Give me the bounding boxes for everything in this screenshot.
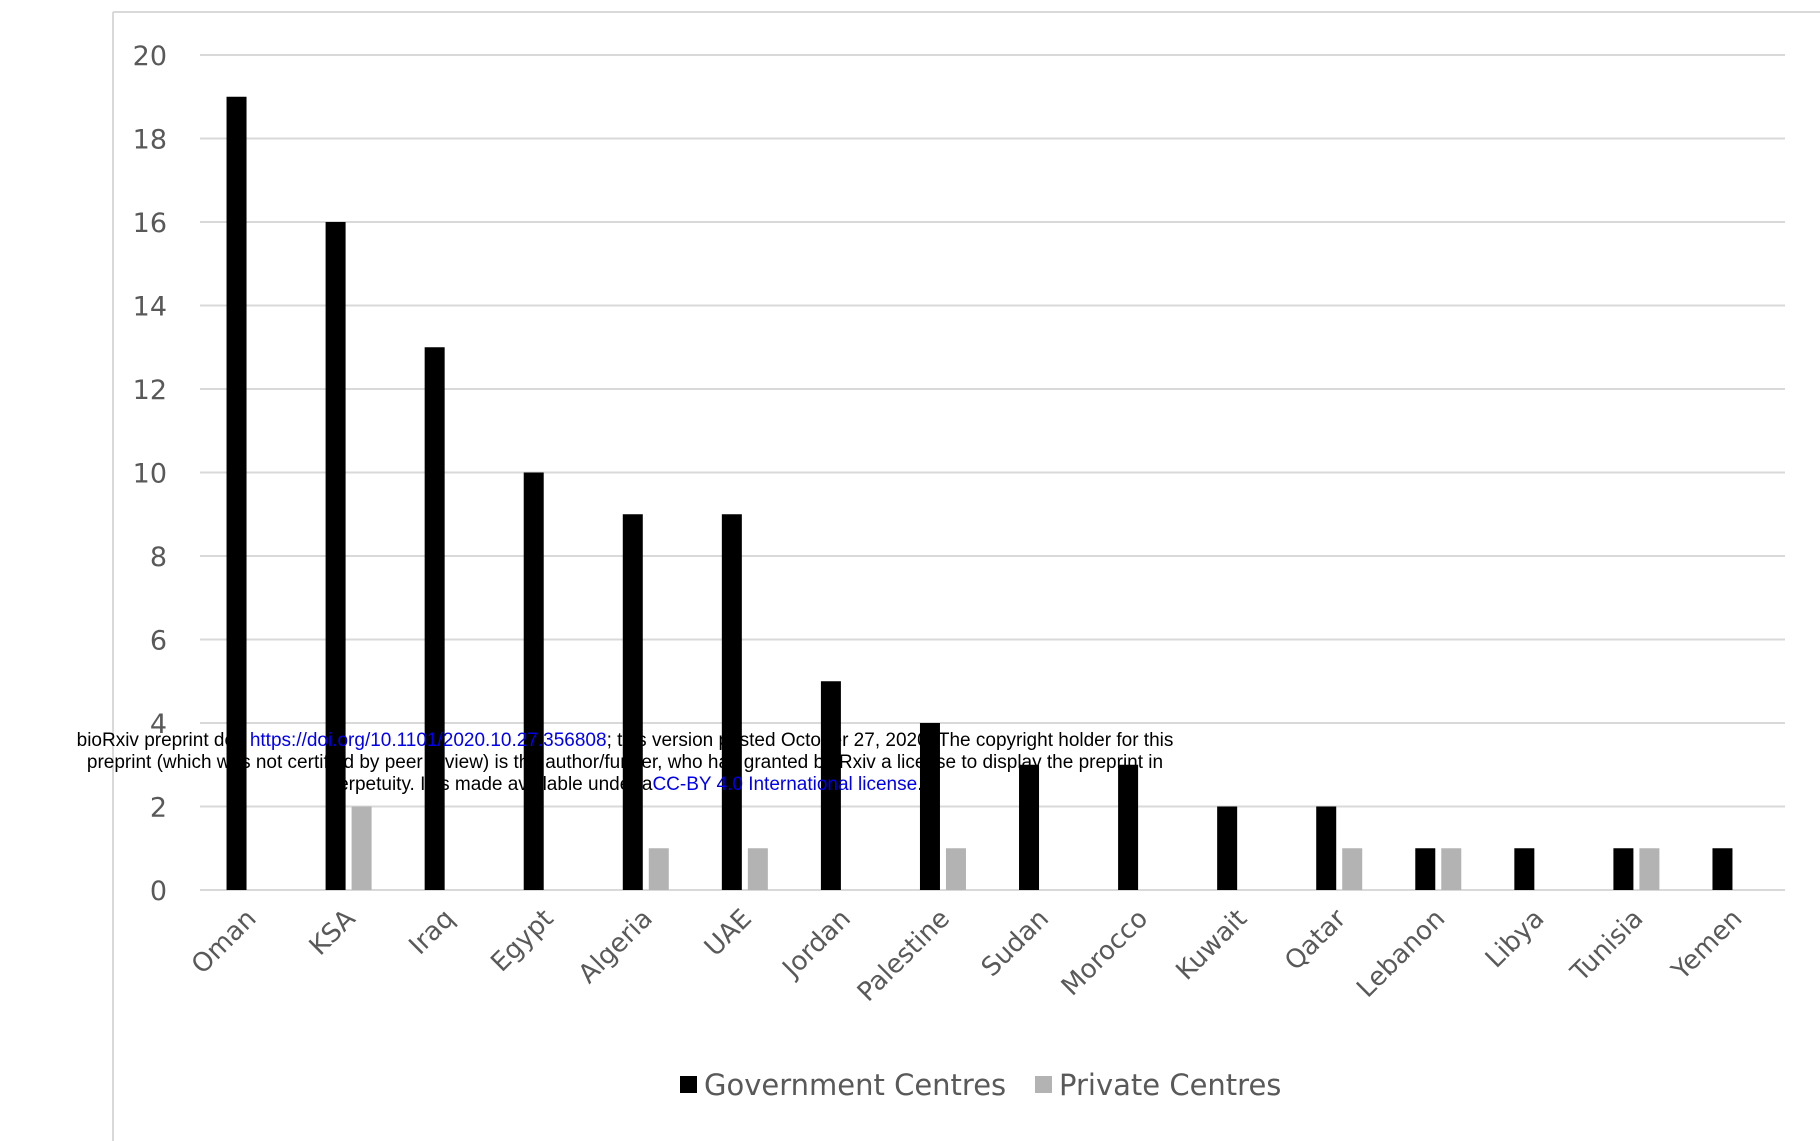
bar-government-palestine [919,723,940,890]
bar-government-lebanon [1415,848,1436,890]
watermark-line-3: perpetuity. It is made available under a… [0,774,1250,796]
bar-government-sudan [1019,764,1040,890]
y-tick-label: 4 [150,709,167,740]
y-tick-label: 10 [133,459,167,490]
y-tick-label: 12 [133,375,167,406]
bar-government-tunisia [1613,848,1634,890]
x-tick-label: Jordan [776,904,857,985]
watermark-line-1: bioRxiv preprint doi: https://doi.org/10… [0,730,1250,752]
bar-private-tunisia [1639,848,1660,890]
y-tick-label: 0 [150,876,167,907]
bar-government-oman [226,96,247,890]
x-tick-label: Qatar [1279,904,1352,977]
bar-government-ksa [325,222,346,890]
bar-government-algeria [622,514,643,890]
watermark-line3-prefix: perpetuity. It is made available under a [327,774,653,795]
y-tick-label: 2 [150,793,167,824]
bar-private-palestine [945,848,966,890]
watermark-line1-suffix: ; this version posted October 27, 2020. … [606,730,1174,751]
bar-government-uae [721,514,742,890]
x-tick-label: KSA [304,904,362,962]
license-link[interactable]: CC-BY 4.0 International license [652,774,918,795]
x-tick-label: Libya [1480,904,1550,974]
chart-border [112,11,1820,1141]
x-tick-label: Oman [186,904,263,981]
y-tick-label: 20 [133,41,167,72]
y-tick-label: 16 [133,208,167,239]
x-axis-labels: Oman KSA Iraq Egypt Algeria UAE JordanPalestin… [186,904,1748,1008]
biorxiv-watermark: bioRxiv preprint doi: https://doi.org/10… [0,730,1250,796]
watermark-line3-suffix: . [917,774,923,795]
bar-government-jordan [820,681,841,890]
watermark-line1-prefix: bioRxiv preprint doi: [76,730,250,751]
bar-private-qatar [1342,848,1363,890]
legend: Government Centres Private Centres [680,1068,1281,1102]
x-tick-label: Kuwait [1170,904,1253,987]
bar-private-ksa [351,806,372,890]
legend-label-government: Government Centres [704,1068,1006,1102]
bar-government-qatar [1316,806,1337,890]
bar-private-lebanon [1441,848,1462,890]
bar-government-egypt [523,472,544,890]
bar-government-morocco [1118,764,1139,890]
y-tick-label: 18 [133,125,167,156]
y-tick-label: 14 [133,292,167,323]
bar-private-algeria [648,848,669,890]
watermark-line-2: preprint (which was not certified by pee… [86,752,1164,773]
x-tick-label: UAE [699,904,758,963]
bars [226,96,1733,890]
legend-swatch-government [680,1076,697,1093]
bar-private-uae [747,848,768,890]
y-tick-label: 8 [150,542,167,573]
x-tick-label: Palestine [852,904,956,1008]
x-tick-label: Morocco [1056,904,1154,1002]
bar-government-yemen [1712,848,1733,890]
y-tick-label: 6 [150,626,167,657]
x-tick-label: Sudan [976,904,1055,983]
gridlines [200,54,1785,891]
bar-government-iraq [424,347,445,890]
x-tick-label: Iraq [403,904,460,961]
y-axis-ticks: 0 2 4 6 8 10 12 14 16 18 20 [133,41,167,907]
bar-government-kuwait [1217,806,1238,890]
x-tick-label: Egypt [485,904,559,978]
legend-label-private: Private Centres [1059,1068,1281,1102]
x-tick-label: Tunisia [1565,904,1650,989]
x-tick-label: Yemen [1666,904,1749,987]
x-tick-label: Lebanon [1351,904,1451,1004]
doi-link[interactable]: https://doi.org/10.1101/2020.10.27.35680… [249,730,607,751]
legend-swatch-private [1035,1076,1052,1093]
x-tick-label: Algeria [573,904,659,990]
bar-government-libya [1514,848,1535,890]
